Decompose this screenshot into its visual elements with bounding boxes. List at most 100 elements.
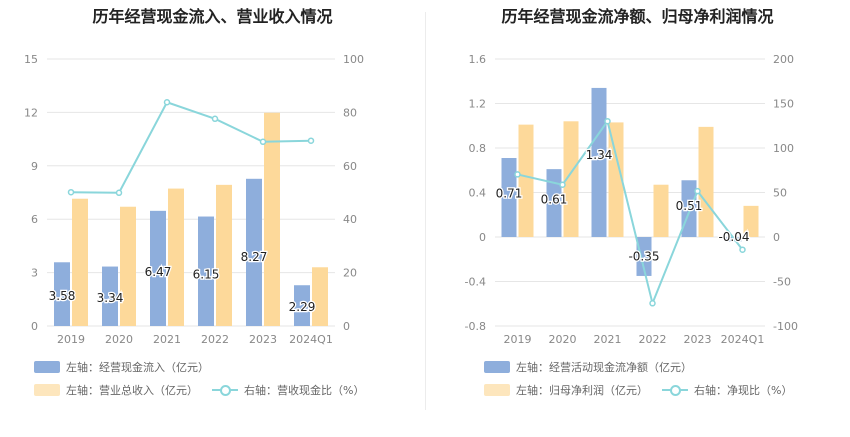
- line-point: [604, 117, 611, 125]
- bar: [54, 262, 70, 326]
- y-left-tick-label: 9: [31, 160, 38, 173]
- y-right-tick-label: 20: [343, 267, 357, 280]
- line-point: [67, 188, 75, 196]
- chart-panel-right: 历年经营现金流净额、归母净利润情况 -0.8 -0.4 0 0.4 0.8 1.2 1.6-…: [425, 0, 850, 437]
- line-point: [559, 181, 566, 189]
- y-right-tick-label: 80: [343, 106, 357, 119]
- x-tick-label: 2019: [504, 333, 532, 346]
- legend-item[interactable]: 左轴：营业总收入（亿元）: [34, 382, 198, 398]
- y-right-tick-label: 50: [773, 187, 787, 200]
- x-tick-label: 2021: [594, 333, 622, 346]
- legend-item[interactable]: 右轴：净现比（%）: [662, 382, 792, 398]
- bar: [743, 205, 759, 237]
- y-left-tick-label: 15: [24, 53, 38, 66]
- y-left-tick-label: 6: [31, 213, 38, 226]
- data-label: 8.27: [241, 250, 268, 264]
- legend-item[interactable]: 左轴：经营活动现金流净额（亿元）: [484, 359, 692, 375]
- data-label: 6.47: [145, 265, 172, 279]
- y-left-tick-label: 3: [31, 267, 38, 280]
- chart-svg-left: 0 3 6 9 12 15 0 20 40 60 80 100 2019 2020 2021 2022 2023…: [24, 53, 364, 346]
- x-tick-label: 2023: [684, 333, 712, 346]
- legend-line-swatch: [662, 384, 688, 396]
- x-tick-label: 2020: [105, 333, 133, 346]
- legend-swatch: [34, 361, 60, 373]
- data-label: 3.58: [49, 289, 76, 303]
- y-left-tick-label: 0: [31, 320, 38, 333]
- legend-label: 左轴：经营活动现金流净额（亿元）: [516, 361, 692, 374]
- legend-label: 右轴：营收现金比（%）: [244, 384, 365, 397]
- bar: [216, 184, 232, 326]
- bar: [72, 198, 88, 326]
- data-label: 0.51: [676, 199, 703, 213]
- line-point: [739, 246, 746, 253]
- bar: [264, 112, 280, 326]
- x-tick-label: 2022: [639, 333, 667, 346]
- bar: [591, 87, 607, 237]
- legend-line-swatch: [212, 384, 238, 396]
- line-point: [694, 187, 701, 195]
- bar: [698, 126, 714, 237]
- chart-title: 历年经营现金流入、营业收入情况: [92, 7, 333, 26]
- chart-svg-right: -0.8 -0.4 0 0.4 0.8 1.2 1.6 -100 -50 0 50 100 150 200…: [465, 53, 798, 346]
- y-right-tick-label: 60: [343, 160, 357, 173]
- line-point: [163, 99, 171, 106]
- y-right-tick-label: -50: [773, 276, 791, 289]
- legend-label: 左轴：经营现金流入（亿元）: [66, 361, 209, 374]
- data-label: 2.29: [289, 300, 316, 314]
- bar: [294, 285, 310, 326]
- x-tick-label: 2021: [153, 333, 181, 346]
- panel-divider: [425, 12, 426, 410]
- line-point: [115, 189, 123, 197]
- legend-swatch: [34, 384, 60, 396]
- bar: [653, 184, 669, 237]
- legend-label: 左轴：归母净利润（亿元）: [516, 384, 648, 397]
- y-left-tick-label: 1.6: [469, 53, 487, 66]
- x-tick-label: 2024Q1: [721, 333, 765, 346]
- data-label: 0.71: [496, 187, 523, 201]
- data-label: 3.34: [97, 291, 124, 305]
- bar: [636, 237, 652, 276]
- bar: [312, 267, 328, 326]
- x-tick-label: 2024Q1: [289, 333, 333, 346]
- legend-label: 右轴：净现比（%）: [694, 384, 793, 397]
- y-left-tick-label: 1.2: [469, 98, 487, 111]
- y-left-tick-label: 0: [479, 231, 486, 244]
- legend-swatch: [484, 384, 510, 396]
- y-right-tick-label: 0: [773, 231, 780, 244]
- data-label: 0.61: [541, 193, 568, 207]
- y-left-tick-label: 0.8: [469, 142, 487, 155]
- bar: [150, 210, 166, 326]
- y-right-tick-label: 100: [343, 53, 364, 66]
- legend-swatch: [484, 361, 510, 373]
- legend-item[interactable]: 右轴：营收现金比（%）: [212, 382, 364, 398]
- series-line: [70, 101, 312, 194]
- bar: [246, 178, 262, 326]
- bar: [102, 266, 118, 326]
- y-right-tick-label: 0: [343, 320, 350, 333]
- x-tick-label: 2020: [549, 333, 577, 346]
- y-right-tick-label: 200: [773, 53, 794, 66]
- bar: [168, 188, 184, 326]
- bar: [518, 124, 534, 237]
- y-left-tick-label: 0.4: [469, 187, 487, 200]
- bar: [546, 169, 562, 237]
- y-left-tick-label: -0.4: [465, 276, 486, 289]
- bar: [198, 216, 214, 326]
- y-right-tick-label: 100: [773, 142, 794, 155]
- line-point: [514, 171, 521, 178]
- y-right-tick-label: 150: [773, 98, 794, 111]
- legend-item[interactable]: 左轴：归母净利润（亿元）: [484, 382, 648, 398]
- legend-label: 左轴：营业总收入（亿元）: [66, 384, 198, 397]
- line-point: [211, 115, 219, 123]
- line-point: [307, 137, 315, 144]
- x-tick-label: 2023: [249, 333, 277, 346]
- x-tick-label: 2019: [57, 333, 85, 346]
- series-line: [517, 118, 744, 307]
- line-point: [649, 300, 656, 307]
- data-label: 6.15: [193, 268, 220, 282]
- bar: [563, 121, 579, 237]
- y-left-tick-label: -0.8: [465, 320, 486, 333]
- data-label: -0.35: [628, 249, 659, 263]
- legend-item[interactable]: 左轴：经营现金流入（亿元）: [34, 359, 209, 375]
- line-point: [259, 138, 267, 146]
